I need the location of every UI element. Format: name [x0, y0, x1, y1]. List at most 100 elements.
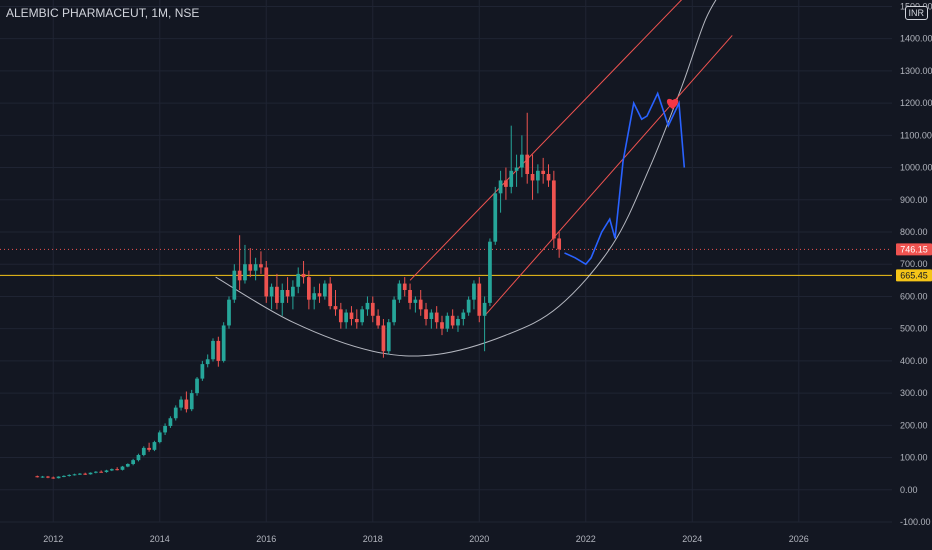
- chart-drawings: [0, 0, 892, 357]
- y-tick-label: 600.00: [900, 291, 928, 301]
- candle-body: [392, 299, 396, 323]
- candle: [136, 453, 141, 462]
- candle: [56, 476, 61, 479]
- candle-body: [125, 464, 130, 467]
- candle: [509, 125, 514, 194]
- candle-body: [227, 299, 231, 326]
- candle-body: [386, 322, 391, 352]
- candle: [99, 470, 104, 473]
- candle: [195, 377, 199, 396]
- channel-line: [409, 0, 683, 281]
- price-tag-box: [896, 243, 932, 256]
- symbol-title: ALEMBIC PHARMACEUT, 1M, NSE: [6, 6, 200, 20]
- candle: [525, 112, 530, 184]
- x-tick-label: 2024: [682, 534, 702, 544]
- candle: [338, 302, 343, 329]
- candle-body: [360, 309, 364, 323]
- candle: [227, 296, 231, 329]
- candle: [386, 319, 391, 355]
- candle: [307, 270, 311, 310]
- candle: [120, 465, 125, 471]
- candle-body: [173, 407, 178, 419]
- candle: [397, 280, 402, 303]
- candle: [535, 164, 540, 194]
- candle-body: [520, 154, 524, 168]
- candle-body: [163, 425, 167, 433]
- candle-body: [466, 299, 471, 313]
- candle-body: [504, 180, 508, 187]
- candle-body: [221, 325, 226, 361]
- candle-body: [46, 476, 50, 478]
- candle: [498, 170, 503, 213]
- candle-body: [472, 283, 476, 300]
- y-tick-label: -100.00: [900, 517, 931, 527]
- candle-body: [275, 286, 279, 303]
- candle-body: [93, 471, 98, 473]
- candle: [333, 290, 338, 316]
- price-tag-text: 665.45: [900, 270, 928, 280]
- candle: [253, 257, 258, 281]
- candle-body: [328, 283, 333, 307]
- candle: [275, 273, 279, 310]
- candle-body: [418, 299, 423, 310]
- candle: [440, 315, 444, 336]
- candle-body: [402, 283, 407, 290]
- candle-body: [115, 469, 120, 471]
- candle: [147, 442, 151, 452]
- candle: [93, 471, 98, 474]
- price-axis: -100.00 0.00 100.00 200.00 300.00 400.00 500.0…: [900, 1, 932, 527]
- candle-body: [136, 454, 141, 461]
- candle-body: [488, 241, 492, 303]
- x-tick-label: 2016: [256, 534, 276, 544]
- candle-body: [99, 471, 104, 473]
- candle: [46, 475, 50, 479]
- candle: [450, 309, 455, 329]
- support-tag: 665.45: [896, 269, 932, 282]
- candle: [344, 309, 349, 329]
- candle: [157, 430, 162, 444]
- candle: [317, 283, 322, 303]
- candle-body: [354, 319, 359, 323]
- y-tick-label: 500.00: [900, 324, 928, 334]
- candle: [88, 472, 93, 475]
- candle-body: [333, 306, 338, 310]
- candle-body: [440, 322, 444, 329]
- candle: [269, 283, 274, 310]
- channel-line: [484, 35, 733, 317]
- candle: [482, 296, 487, 352]
- candle: [541, 157, 546, 184]
- candle-body: [40, 476, 45, 478]
- candle: [104, 469, 109, 473]
- candle-body: [493, 193, 498, 242]
- candle-body: [482, 302, 487, 316]
- candle-body: [450, 315, 455, 326]
- y-tick-label: 400.00: [900, 356, 928, 366]
- candle-body: [408, 290, 412, 303]
- candle: [456, 315, 460, 332]
- currency-badge[interactable]: INR: [904, 6, 928, 20]
- candle: [72, 473, 77, 476]
- y-tick-label: 1300.00: [900, 66, 932, 76]
- price-tag-text: 746.15: [900, 244, 928, 254]
- y-tick-label: 200.00: [900, 420, 928, 430]
- candle-body: [109, 469, 114, 471]
- candle: [557, 232, 562, 258]
- candle-body: [280, 290, 285, 303]
- candle-body: [269, 286, 274, 297]
- candle-body: [461, 312, 466, 319]
- candle: [488, 238, 492, 307]
- candle: [381, 319, 386, 358]
- candle: [493, 186, 498, 245]
- x-tick-label: 2012: [43, 534, 63, 544]
- candle-body: [200, 364, 205, 379]
- candle-body: [120, 466, 125, 470]
- chart-grid: [0, 0, 892, 523]
- candle: [392, 296, 396, 326]
- candle-body: [157, 432, 162, 443]
- candle-body: [237, 270, 242, 281]
- candle-body: [365, 302, 370, 310]
- price-tag-box: [896, 269, 932, 282]
- candle: [445, 312, 450, 332]
- y-tick-label: 1100.00: [900, 130, 932, 140]
